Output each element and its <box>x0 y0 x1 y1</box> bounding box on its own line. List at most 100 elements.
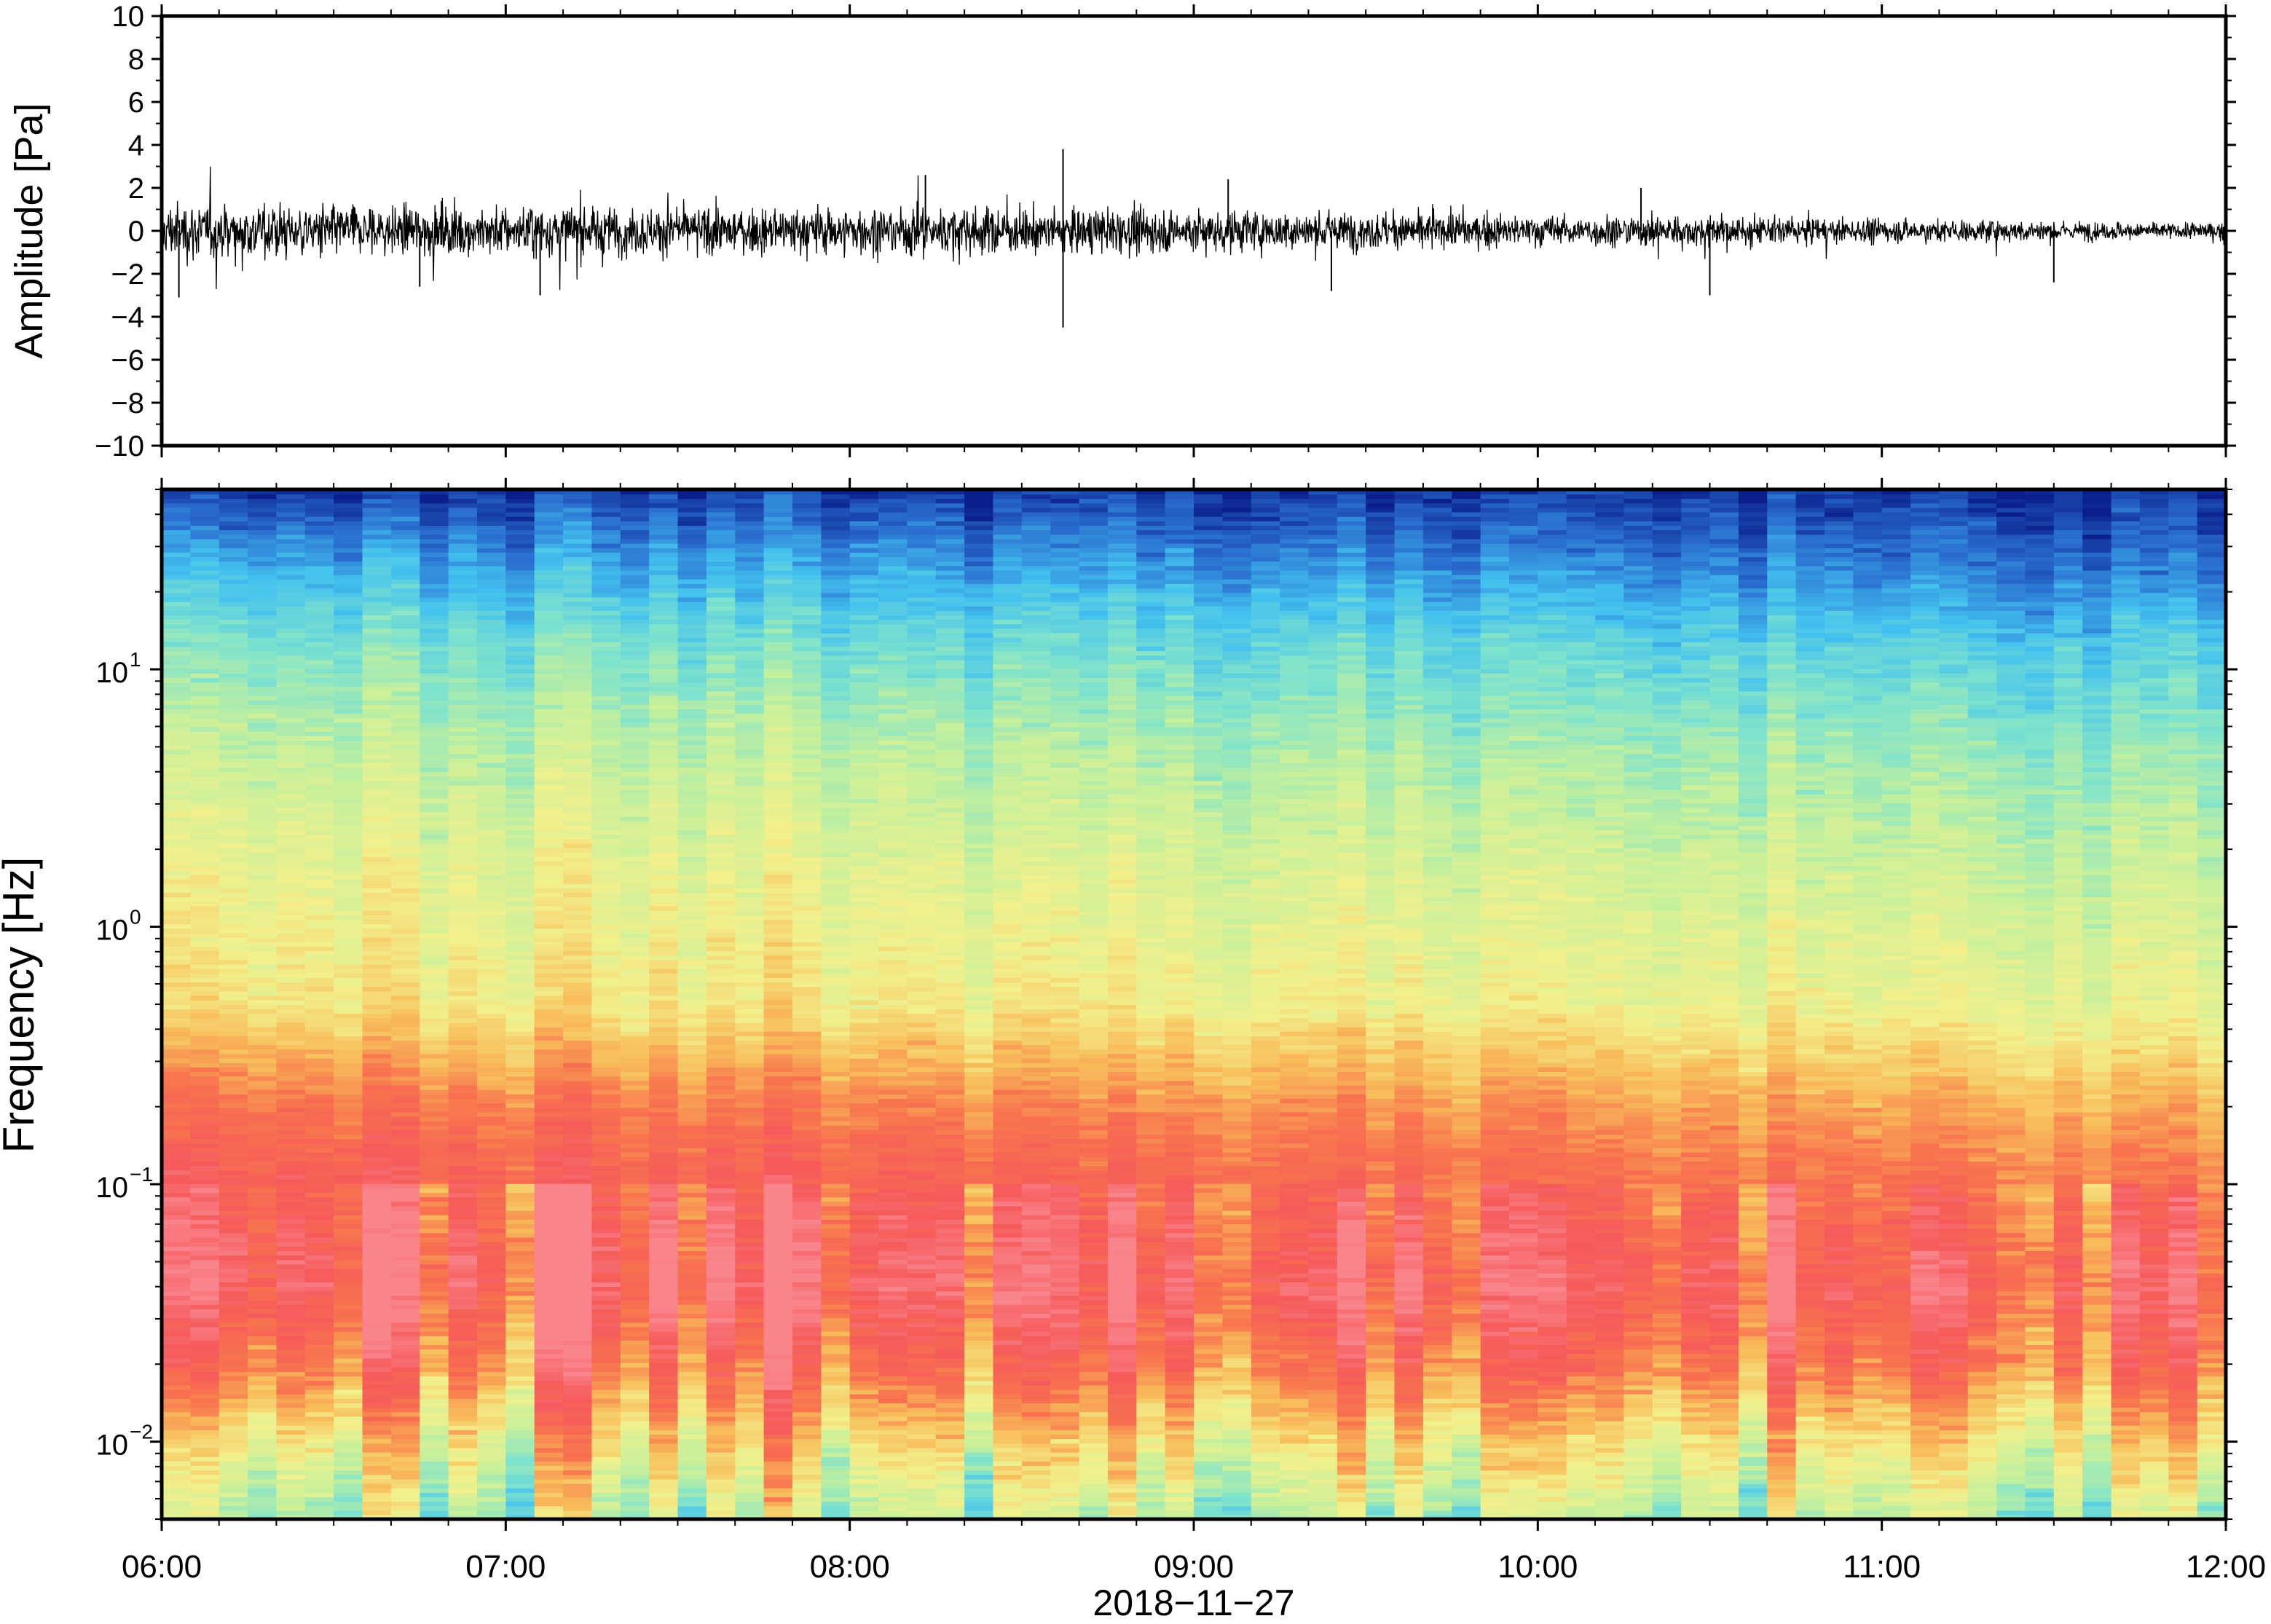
spectrogram-cell <box>821 1264 851 1269</box>
spectrogram-cell <box>1881 1241 1911 1247</box>
spectrogram-cell <box>1538 1416 1567 1422</box>
spectrogram-cell <box>2082 1416 2112 1422</box>
spectrogram-cell <box>1422 1389 1453 1395</box>
spectrogram-cell <box>821 1268 851 1274</box>
spectrogram-cell <box>162 1483 192 1489</box>
spectrogram-cell <box>1337 1434 1366 1440</box>
spectrogram-cell <box>792 1438 822 1444</box>
spectrogram-cell <box>1308 1228 1338 1234</box>
spectrogram-cell <box>1508 1470 1539 1475</box>
spectrogram-cell <box>620 1497 650 1502</box>
spectrogram-cell <box>1623 1470 1653 1475</box>
spectrogram-cell <box>1136 1443 1166 1448</box>
spectrogram-cell <box>334 1474 363 1480</box>
spectrogram-cell <box>505 1237 535 1242</box>
spectrogram-cell <box>1595 1384 1625 1390</box>
spectrogram-cell <box>448 1483 478 1489</box>
spectrogram-cell <box>1881 1470 1911 1475</box>
spectrogram-cell <box>1738 1487 1768 1493</box>
spectrogram-cell <box>849 1514 879 1519</box>
spectrogram-cell <box>1394 1403 1424 1408</box>
spectrogram-cell <box>563 1228 593 1234</box>
spectrogram-cell <box>448 1223 478 1229</box>
spectrogram-cell <box>1050 1326 1080 1332</box>
spectrogram-cell <box>219 1241 248 1247</box>
spectrogram-cell <box>1881 1219 1911 1225</box>
spectrogram-cell <box>1079 1510 1109 1515</box>
spectrogram-cell <box>1967 1376 1997 1381</box>
spectrogram-cell <box>1422 1344 1453 1350</box>
spectrogram-cell <box>563 1219 593 1225</box>
spectrogram-cell <box>1623 1443 1653 1448</box>
spectrogram-cell <box>907 1474 937 1480</box>
spectrogram-cell <box>476 1366 507 1372</box>
spectrogram-cell <box>878 1416 908 1422</box>
spectrogram-cell <box>1566 1434 1596 1440</box>
spectrogram-cell <box>476 1340 507 1346</box>
spectrogram-cell <box>1939 1451 1969 1457</box>
spectrogram-cell <box>1967 1264 1997 1269</box>
spectrogram-cell <box>1251 1447 1280 1453</box>
spectrogram-cell <box>1795 1286 1825 1292</box>
spectrogram-cell <box>304 1282 334 1288</box>
spectrogram-cell <box>763 1514 793 1519</box>
spectrogram-cell <box>1165 1389 1194 1395</box>
spectrogram-cell <box>1422 1434 1453 1440</box>
spectrogram-cell <box>1021 1478 1051 1484</box>
spectrogram-cell <box>706 1304 736 1309</box>
spectrogram-cell <box>420 1478 449 1484</box>
spectrogram-cell <box>2197 1322 2226 1328</box>
spectrogram-cell <box>162 1282 192 1288</box>
spectrogram-cell <box>1136 1223 1166 1229</box>
spectrogram-cell <box>1508 1228 1539 1234</box>
spectrogram-cell <box>534 1492 564 1498</box>
spectrogram-cell <box>390 1456 421 1462</box>
spectrogram-cell <box>1566 1335 1596 1341</box>
spectrogram-cell <box>1222 1264 1252 1269</box>
spectrogram-cell <box>505 1255 535 1261</box>
spectrogram-cell <box>248 1393 278 1399</box>
spectrogram-cell <box>1795 1290 1825 1296</box>
spectrogram-cell <box>1595 1492 1625 1498</box>
spectrogram-cell <box>1566 1317 1596 1323</box>
spectrogram-cell <box>1824 1393 1854 1399</box>
spectrogram-cell <box>1194 1344 1224 1350</box>
spectrogram-cell <box>390 1304 421 1309</box>
spectrogram-cell <box>735 1380 765 1386</box>
spectrogram-cell <box>1738 1290 1768 1296</box>
spectrogram-cell <box>1996 1349 2026 1355</box>
spectrogram-cell <box>2025 1295 2055 1301</box>
spectrogram-cell <box>620 1411 650 1417</box>
spectrogram-cell <box>1366 1366 1396 1372</box>
spectrogram-cell <box>1194 1501 1224 1507</box>
spectrogram-cell <box>1366 1232 1396 1238</box>
spectrogram-cell <box>964 1326 994 1332</box>
spectrogram-cell <box>1681 1447 1711 1453</box>
spectrogram-cell <box>792 1290 822 1296</box>
spectrogram-cell <box>1107 1443 1138 1448</box>
spectrogram-cell <box>1136 1268 1166 1274</box>
spectrogram-cell <box>1566 1451 1596 1457</box>
spectrogram-cell <box>591 1344 621 1350</box>
spectrogram-cell <box>1394 1237 1424 1242</box>
spectrogram-cell <box>993 1411 1023 1417</box>
spectrogram-cell <box>534 1228 564 1234</box>
spectrogram-cell <box>677 1403 707 1408</box>
spectrogram-cell <box>1452 1443 1481 1448</box>
spectrogram-cell <box>1795 1335 1825 1341</box>
spectrogram-cell <box>849 1255 879 1261</box>
spectrogram-cell <box>1337 1487 1366 1493</box>
spectrogram-cell <box>907 1487 937 1493</box>
spectrogram-cell <box>219 1407 248 1413</box>
spectrogram-cell <box>1422 1514 1453 1519</box>
spectrogram-cell <box>2025 1451 2055 1457</box>
spectrogram-cell <box>1480 1277 1510 1282</box>
spectrogram-cell <box>1194 1470 1224 1475</box>
spectrogram-cell <box>420 1214 449 1220</box>
spectrogram-cell <box>1021 1447 1051 1453</box>
spectrogram-cell <box>1767 1259 1797 1265</box>
spectrogram-cell <box>993 1335 1023 1341</box>
spectrogram-cell <box>2025 1326 2055 1332</box>
spectrogram-cell <box>1508 1223 1539 1229</box>
